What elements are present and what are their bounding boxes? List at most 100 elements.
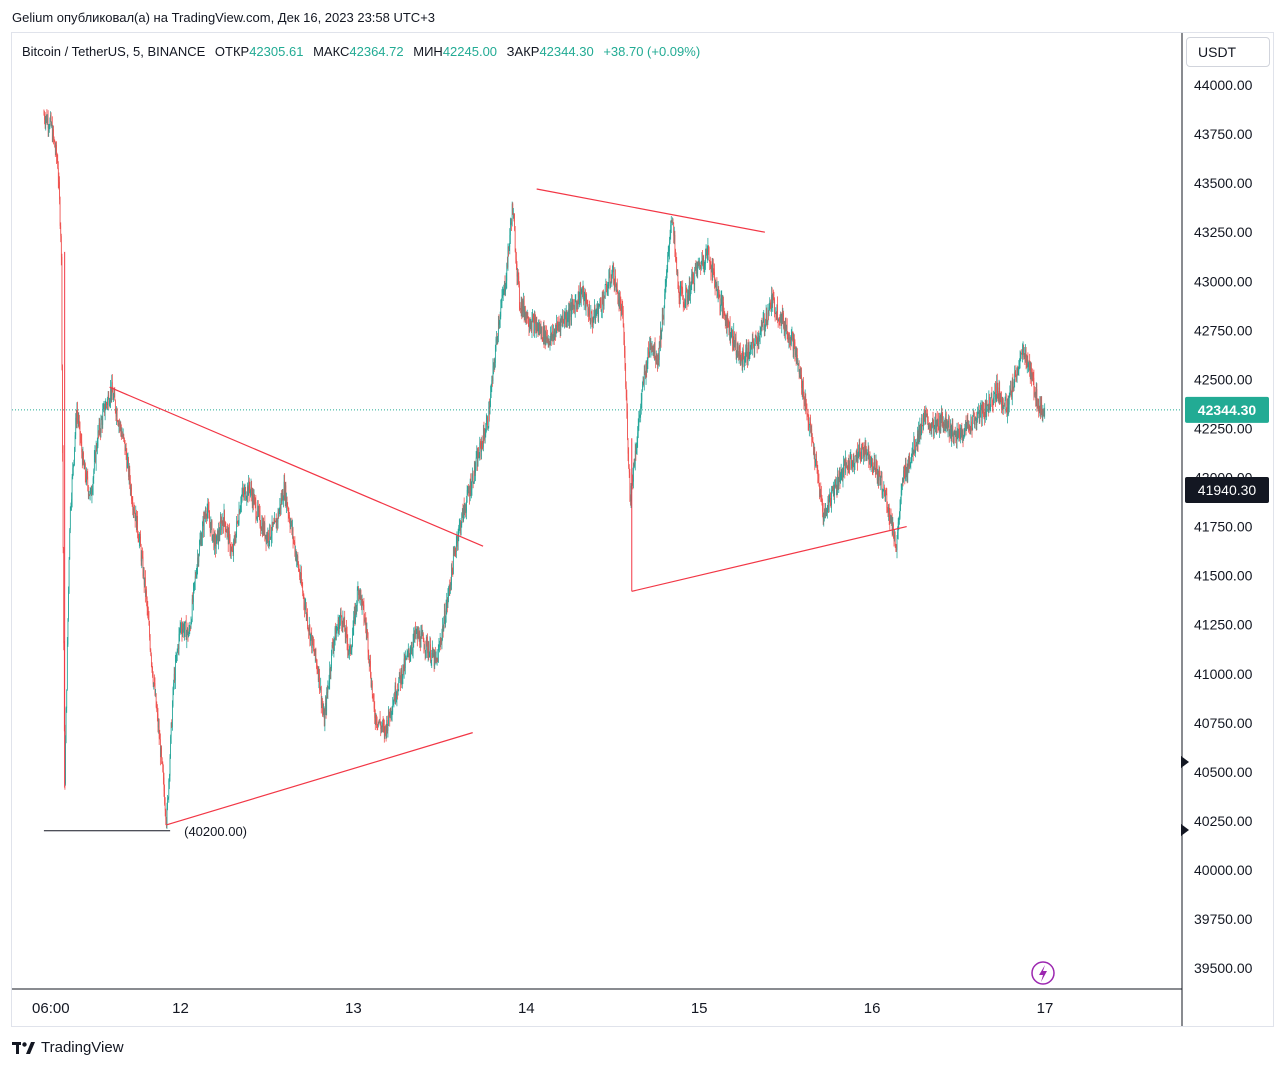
candle-body [344, 618, 346, 632]
candle-body [730, 331, 732, 338]
candle-body [105, 403, 107, 405]
candle-body [267, 532, 269, 541]
candle-body [576, 302, 578, 305]
candle-body [352, 628, 354, 636]
candle-body [1036, 389, 1038, 406]
candle-body [711, 265, 713, 277]
candle-body [364, 619, 366, 621]
candle-body [850, 455, 852, 457]
candle-body [442, 626, 443, 634]
candle-body [350, 645, 352, 653]
candle-body [606, 283, 607, 290]
candle-body [930, 428, 932, 431]
candle-body [669, 235, 671, 243]
candle-body [203, 513, 205, 531]
candle-body [666, 271, 667, 283]
candle-body [338, 622, 340, 633]
candle-body [483, 429, 484, 448]
candle-body [670, 220, 672, 226]
candle-body [637, 426, 639, 433]
candle-body [262, 522, 264, 535]
candle-body [564, 312, 566, 318]
candle-body [540, 326, 542, 333]
candle-body [290, 521, 292, 524]
candle-body [825, 508, 827, 516]
candle-body [1001, 404, 1003, 408]
candle-body [149, 637, 151, 650]
candle-body [1028, 361, 1030, 365]
candle-body [625, 368, 626, 387]
candle-body [319, 669, 320, 688]
candle-body [624, 350, 626, 369]
candle-body [807, 414, 808, 416]
low-label: МИН [413, 44, 443, 59]
candle-body [616, 283, 617, 292]
candle-body [142, 555, 143, 557]
candle-body [842, 471, 843, 481]
candle-body [80, 439, 82, 442]
candle-body [984, 408, 986, 417]
candle-body [455, 543, 457, 552]
candle-body [882, 490, 883, 495]
candle-body [800, 374, 802, 379]
candle-body [477, 453, 478, 467]
candle-body [121, 435, 123, 437]
candle-body [224, 510, 225, 522]
candle-body [701, 257, 703, 263]
candle-body [484, 434, 486, 439]
candle-body [251, 494, 253, 505]
candle-body [705, 254, 706, 264]
candle-body [513, 213, 515, 222]
candle-body [422, 634, 424, 642]
candle-body [621, 306, 623, 308]
candle-body [1030, 367, 1032, 380]
candle-body [937, 419, 939, 426]
symbol-name[interactable]: Bitcoin / TetherUS, 5, BINANCE [22, 44, 206, 59]
candle-body [136, 511, 137, 530]
candle-body [604, 296, 605, 298]
candle-body [51, 124, 53, 141]
candle-body [822, 503, 823, 512]
currency-selector[interactable]: USDT [1186, 37, 1270, 67]
candle-body [269, 525, 270, 542]
candle-body [608, 276, 610, 286]
candle-body [274, 519, 275, 524]
candle-body [513, 213, 514, 215]
candle-body [542, 338, 544, 341]
candle-body [392, 705, 394, 712]
candle-body [418, 631, 419, 639]
tradingview-brand[interactable]: TradingView [12, 1039, 124, 1056]
candle-body [164, 790, 165, 805]
candle-body [980, 408, 981, 418]
candle-body [1042, 413, 1044, 418]
candle-body [78, 420, 80, 422]
candle-body [567, 317, 569, 320]
candle-body [71, 499, 72, 507]
candle-body [103, 403, 105, 407]
candle-body [258, 510, 260, 513]
candle-body [264, 522, 266, 538]
candle-body [308, 628, 310, 631]
candle-body [1043, 409, 1044, 414]
candle-body [525, 312, 526, 320]
candle-body [478, 452, 479, 458]
candle-body [489, 406, 491, 414]
candle-body [1010, 388, 1012, 394]
candle-body [151, 662, 153, 667]
candle-body [379, 719, 381, 725]
candle-body [243, 491, 245, 495]
candle-body [75, 417, 77, 423]
candle-body [675, 249, 676, 254]
candle-body [891, 519, 893, 535]
candle-body [431, 653, 433, 661]
candle-body [757, 335, 759, 346]
candle-body [579, 288, 581, 299]
candle-body [427, 640, 428, 654]
candle-body [981, 404, 983, 419]
candle-body [884, 491, 886, 496]
candle-body [610, 282, 611, 284]
candle-body [546, 338, 548, 340]
candle-body [465, 510, 467, 512]
candle-body [941, 413, 942, 415]
